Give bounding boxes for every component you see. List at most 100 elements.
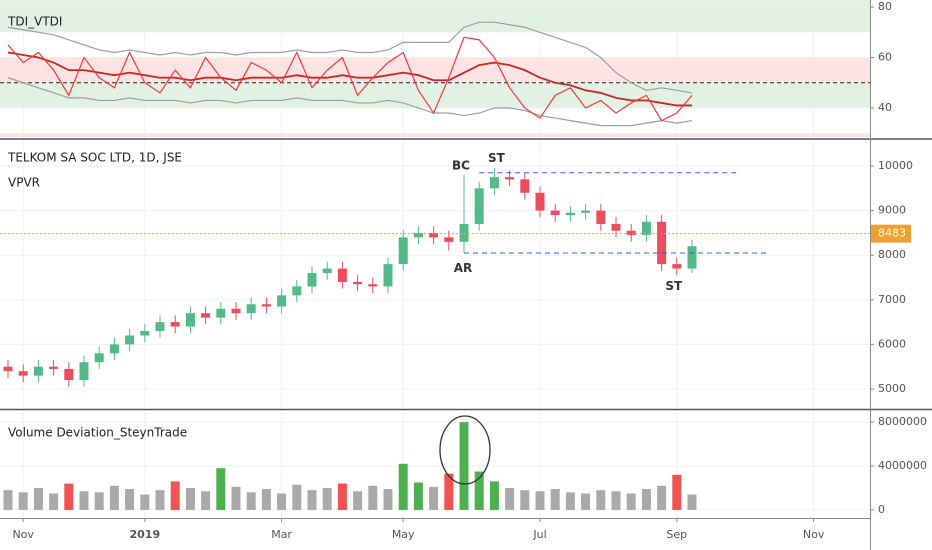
volume-bar bbox=[611, 491, 621, 510]
annotation: AR bbox=[454, 261, 473, 275]
volume-bar bbox=[489, 481, 499, 510]
last-price-box bbox=[871, 224, 911, 243]
volume-bar bbox=[565, 492, 575, 510]
vpvr-label: VPVR bbox=[8, 176, 40, 190]
candle-body bbox=[109, 344, 119, 354]
candle-body bbox=[489, 177, 499, 189]
candle-body bbox=[565, 212, 575, 216]
volume-title: Volume Deviation_SteynTrade bbox=[8, 426, 187, 440]
y-tick-label: 4000000 bbox=[878, 459, 927, 472]
volume-bar bbox=[337, 483, 347, 510]
volume-bar bbox=[292, 484, 302, 510]
zone bbox=[0, 57, 870, 83]
zone bbox=[0, 82, 870, 108]
candle-body bbox=[64, 368, 74, 381]
candle-body bbox=[687, 246, 697, 269]
annotation: ST bbox=[488, 151, 506, 165]
candle-body bbox=[535, 192, 545, 211]
volume-bar bbox=[3, 490, 13, 510]
candle-body bbox=[429, 232, 439, 238]
candle-body bbox=[398, 237, 408, 265]
volume-bar bbox=[277, 493, 287, 510]
y-tick-label: 6000 bbox=[878, 337, 906, 350]
volume-bar bbox=[581, 493, 591, 510]
candle-body bbox=[140, 331, 150, 336]
volume-bar bbox=[33, 487, 43, 510]
volume-bar bbox=[109, 485, 119, 510]
volume-bar bbox=[429, 486, 439, 510]
candle-body bbox=[520, 179, 530, 193]
volume-bar bbox=[125, 489, 135, 510]
candle-body bbox=[611, 223, 621, 231]
candle-body bbox=[337, 268, 347, 282]
candle-body bbox=[185, 313, 195, 327]
candle-body bbox=[277, 295, 287, 307]
y-tick-label: 8000 bbox=[878, 248, 906, 261]
y-tick-label: 8000000 bbox=[878, 415, 927, 428]
candle-body bbox=[79, 362, 89, 381]
volume-bar bbox=[641, 489, 651, 510]
volume-bar bbox=[246, 492, 256, 510]
volume-bar bbox=[353, 491, 363, 510]
x-tick-label: May bbox=[392, 528, 415, 541]
candle-body bbox=[626, 230, 636, 236]
volume-bar bbox=[216, 468, 226, 510]
candle-body bbox=[216, 308, 226, 318]
candle-body bbox=[596, 210, 606, 224]
candle-body bbox=[307, 273, 317, 287]
volume-bar bbox=[79, 491, 89, 510]
volume-bar bbox=[140, 494, 150, 510]
volume-bar bbox=[459, 422, 469, 510]
volume-bar bbox=[535, 491, 545, 510]
candle-body bbox=[657, 221, 667, 265]
volume-bar bbox=[596, 490, 606, 510]
annotation: ST bbox=[665, 279, 683, 293]
candle-body bbox=[292, 286, 302, 296]
candle-body bbox=[94, 353, 104, 363]
candle-body bbox=[201, 313, 211, 318]
candle-body bbox=[246, 304, 256, 314]
y-tick-label: 40 bbox=[878, 101, 892, 114]
candle-body bbox=[353, 281, 363, 285]
volume-bar bbox=[550, 489, 560, 510]
candle-body bbox=[231, 308, 241, 314]
annotation: BC bbox=[452, 159, 470, 173]
volume-bar bbox=[672, 474, 682, 510]
x-tick-label: Nov bbox=[12, 528, 34, 541]
candle-body bbox=[155, 322, 165, 332]
volume-bar bbox=[64, 483, 74, 510]
x-tick-label: Nov bbox=[803, 528, 825, 541]
tdi-line bbox=[7, 21, 693, 94]
volume-bar bbox=[505, 487, 515, 510]
candle-body bbox=[368, 284, 378, 287]
volume-bar bbox=[368, 485, 378, 510]
price-title: TELKOM SA SOC LTD, 1D, JSE bbox=[7, 151, 182, 165]
under-layer bbox=[0, 0, 870, 518]
y-tick-label: 5000 bbox=[878, 382, 906, 395]
volume-bar bbox=[383, 489, 393, 510]
volume-bar bbox=[687, 494, 697, 510]
candle-body bbox=[505, 177, 515, 180]
candle-body bbox=[641, 221, 651, 236]
candle-body bbox=[444, 237, 454, 242]
candle-body bbox=[413, 232, 423, 238]
y-tick-label: 0 bbox=[878, 503, 885, 516]
volume-bar bbox=[322, 487, 332, 510]
main-layer: Nov 2019 Mar May Jul Sep Nov 40 60 80 5000 6000 7000… bbox=[0, 0, 927, 541]
volume-bar bbox=[444, 473, 454, 510]
volume-bar bbox=[520, 490, 530, 510]
tdi-line bbox=[7, 77, 693, 127]
volume-bar bbox=[261, 489, 271, 510]
volume-bar bbox=[18, 492, 28, 510]
candle-body bbox=[383, 264, 393, 287]
highlight-circle bbox=[439, 415, 491, 485]
y-tick-label: 80 bbox=[878, 0, 892, 13]
volume-bar bbox=[170, 481, 180, 510]
volume-bar bbox=[626, 493, 636, 510]
volume-bar bbox=[49, 493, 59, 510]
zone bbox=[0, 133, 870, 137]
x-tick-label: 2019 bbox=[129, 528, 160, 541]
zone bbox=[0, 0, 870, 33]
y-tick-label: 9000 bbox=[878, 204, 906, 217]
